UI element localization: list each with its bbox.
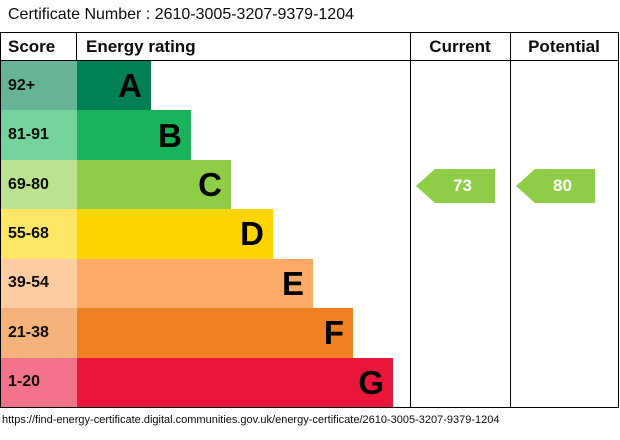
column-header-score: Score bbox=[1, 33, 77, 60]
current-rating-value: 73 bbox=[453, 176, 472, 195]
certificate-number-title: Certificate Number : 2610-3005-3207-9379… bbox=[8, 6, 354, 23]
chart-header-row: Score Energy rating Current Potential bbox=[1, 33, 618, 61]
band-score-c: 69-80 bbox=[1, 159, 77, 210]
potential-column-divider bbox=[510, 33, 511, 407]
band-letter-b: B bbox=[158, 116, 182, 154]
band-score-b: 81-91 bbox=[1, 110, 77, 160]
band-bar-g: G bbox=[77, 357, 393, 407]
band-score-d: 55-68 bbox=[1, 209, 77, 259]
band-row-f: 21-38 F bbox=[1, 308, 618, 358]
band-letter-d: D bbox=[240, 215, 264, 253]
band-letter-a: A bbox=[118, 67, 142, 105]
band-bar-f: F bbox=[77, 308, 353, 358]
band-row-c: 69-80 C bbox=[1, 159, 618, 210]
band-letter-c: C bbox=[198, 166, 222, 204]
current-column-divider bbox=[410, 33, 411, 407]
current-rating-arrow: 73 bbox=[416, 169, 495, 203]
potential-rating-value: 80 bbox=[553, 176, 572, 195]
band-row-d: 55-68 D bbox=[1, 209, 618, 259]
band-rows: 92+ A 81-91 B 69-80 C 55-68 bbox=[1, 61, 618, 407]
band-row-g: 1-20 G bbox=[1, 357, 618, 407]
band-letter-g: G bbox=[358, 363, 384, 401]
band-bar-b: B bbox=[77, 110, 191, 160]
band-score-a: 92+ bbox=[1, 61, 77, 111]
band-row-b: 81-91 B bbox=[1, 110, 618, 160]
band-letter-e: E bbox=[281, 264, 304, 302]
band-score-e: 39-54 bbox=[1, 258, 77, 309]
band-bar-d: D bbox=[77, 209, 273, 259]
band-row-a: 92+ A bbox=[1, 61, 618, 111]
band-score-g: 1-20 bbox=[1, 357, 77, 407]
potential-rating-arrow: 80 bbox=[516, 169, 595, 203]
column-header-energy-rating: Energy rating bbox=[86, 36, 196, 56]
column-header-current: Current bbox=[429, 36, 491, 56]
band-score-f: 21-38 bbox=[1, 308, 77, 358]
energy-rating-chart: Score Energy rating Current Potential 92… bbox=[0, 32, 619, 408]
band-row-e: 39-54 E bbox=[1, 258, 618, 309]
band-letter-f: F bbox=[323, 314, 344, 352]
band-bar-e: E bbox=[77, 258, 313, 309]
band-bar-c: C bbox=[77, 159, 231, 210]
band-bar-a: A bbox=[77, 61, 151, 111]
certificate-url: https://find-energy-certificate.digital.… bbox=[2, 414, 500, 426]
column-header-potential: Potential bbox=[528, 36, 600, 56]
